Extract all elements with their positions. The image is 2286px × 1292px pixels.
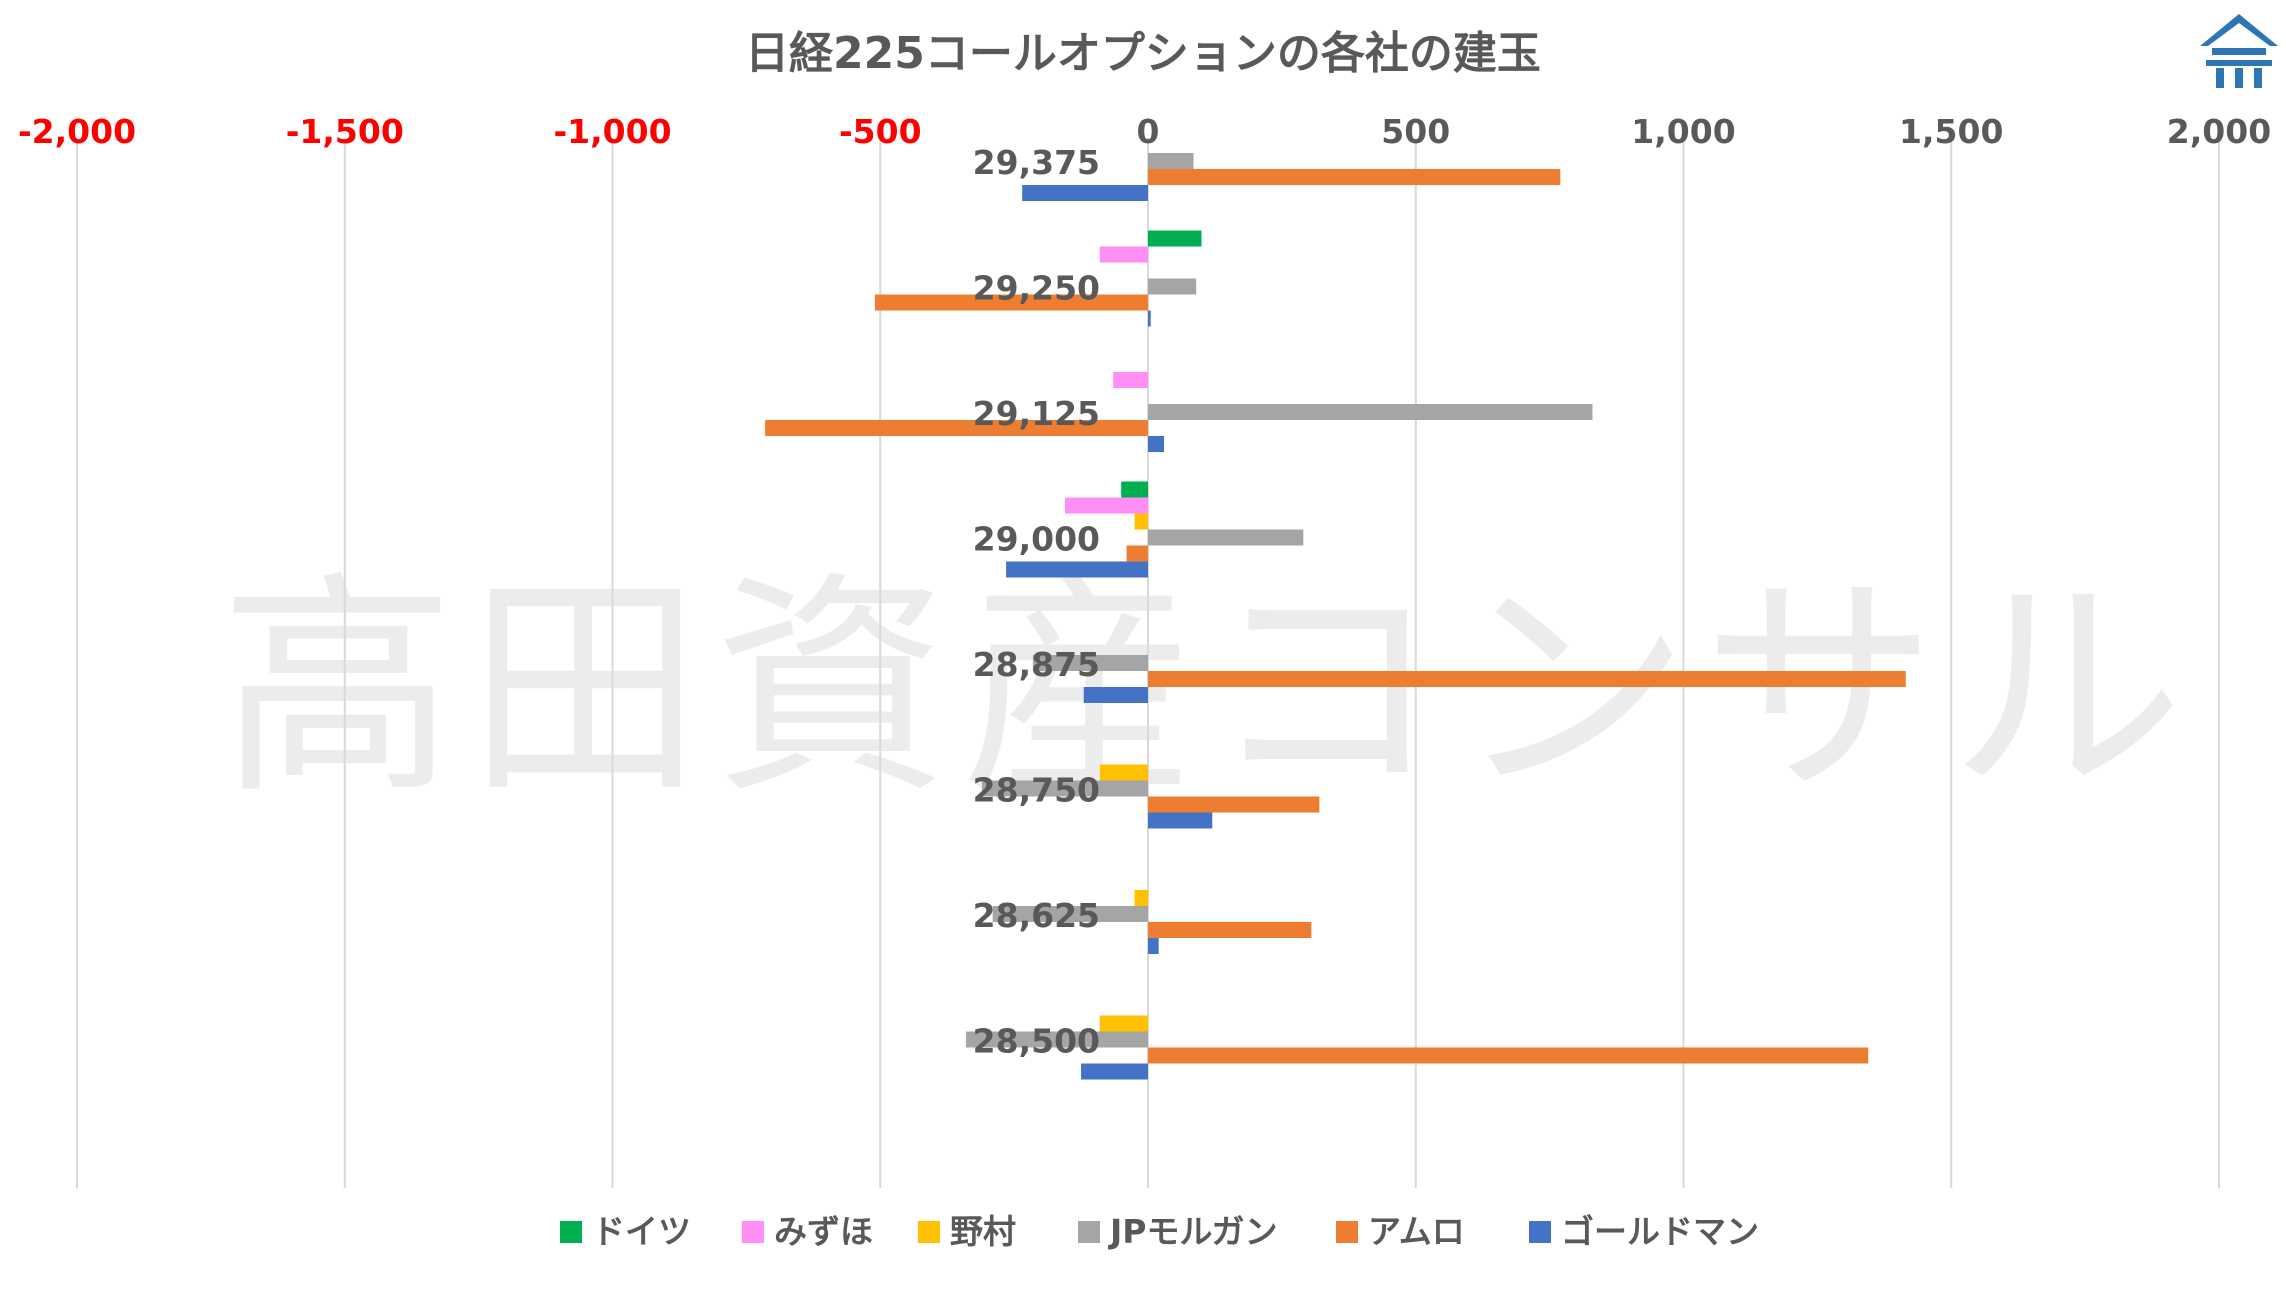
chart-title: 日経225コールオプションの各社の建玉 — [745, 28, 1541, 79]
bars — [765, 153, 1906, 1080]
x-tick-label: -1,000 — [553, 112, 671, 151]
legend-swatch — [1078, 1221, 1100, 1243]
bar — [981, 780, 1148, 797]
watermark: 高田資産コンサル — [220, 553, 2196, 826]
legend-swatch — [1336, 1221, 1358, 1243]
bar — [1006, 561, 1148, 578]
legend-label: 野村 — [950, 1212, 1016, 1251]
bar — [1148, 922, 1312, 938]
bar — [765, 420, 1148, 436]
bar — [1134, 890, 1148, 906]
legend-swatch — [560, 1221, 582, 1243]
legend-label: アムロ — [1368, 1212, 1465, 1251]
bar — [1148, 812, 1213, 829]
bar — [874, 294, 1148, 311]
building-roof-logo-icon — [2196, 8, 2282, 92]
bar — [1099, 246, 1148, 263]
x-tick-label: 2,000 — [2167, 112, 2271, 151]
category-label: 28,750 — [973, 771, 1100, 810]
bar — [1148, 153, 1194, 169]
x-tick-label: -1,500 — [286, 112, 404, 151]
x-tick-label: -500 — [839, 112, 922, 151]
bar — [1134, 513, 1148, 530]
category-label: 28,875 — [973, 645, 1100, 684]
bar — [1148, 436, 1165, 452]
x-tick-label: -2,000 — [18, 112, 136, 151]
x-axis-ticks: -2,000 -1,500 -1,000 -500 0 500 1,000 1,500 2,00… — [18, 112, 2271, 151]
legend: ドイツ みずほ 野村 JPモルガン アムロ ゴールドマン — [560, 1212, 1759, 1251]
bar — [1126, 545, 1148, 562]
bar — [1148, 671, 1906, 687]
bar — [1113, 372, 1148, 388]
bar — [1022, 185, 1148, 201]
bar — [1064, 497, 1148, 514]
bar — [1148, 796, 1320, 813]
category-label: 29,375 — [973, 143, 1100, 182]
legend-label: みずほ — [774, 1212, 873, 1251]
bar — [1099, 764, 1148, 781]
bar — [1099, 1015, 1148, 1032]
bar — [1083, 687, 1148, 703]
legend-label: ドイツ — [592, 1212, 691, 1251]
legend-swatch — [918, 1221, 940, 1243]
bar — [965, 1031, 1148, 1048]
legend-label: ゴールドマン — [1561, 1212, 1759, 1251]
bar — [1148, 230, 1202, 247]
bar — [1032, 655, 1148, 671]
x-tick-label: 1,000 — [1631, 112, 1735, 151]
bar — [992, 906, 1148, 922]
bar — [1081, 1063, 1148, 1080]
x-tick-label: 0 — [1137, 112, 1160, 151]
x-tick-label: 500 — [1381, 112, 1450, 151]
legend-label: JPモルガン — [1108, 1212, 1277, 1251]
category-label: 29,125 — [973, 394, 1100, 433]
bar — [1148, 404, 1593, 420]
legend-swatch — [1529, 1221, 1551, 1243]
category-label: 28,500 — [973, 1022, 1100, 1061]
x-tick-label: 1,500 — [1899, 112, 2003, 151]
category-labels: 29,375 29,250 29,125 29,000 28,875 28,750 28,6… — [973, 143, 1100, 1061]
bar — [1148, 169, 1561, 185]
category-label: 29,000 — [973, 520, 1100, 559]
category-label: 29,250 — [973, 269, 1100, 308]
bar — [1148, 1047, 1869, 1064]
legend-swatch — [742, 1221, 764, 1243]
category-label: 28,625 — [973, 896, 1100, 935]
bar — [1121, 481, 1148, 498]
bar — [1148, 278, 1197, 295]
bar — [1148, 310, 1151, 327]
bar — [1148, 938, 1159, 954]
bar — [1148, 529, 1304, 546]
